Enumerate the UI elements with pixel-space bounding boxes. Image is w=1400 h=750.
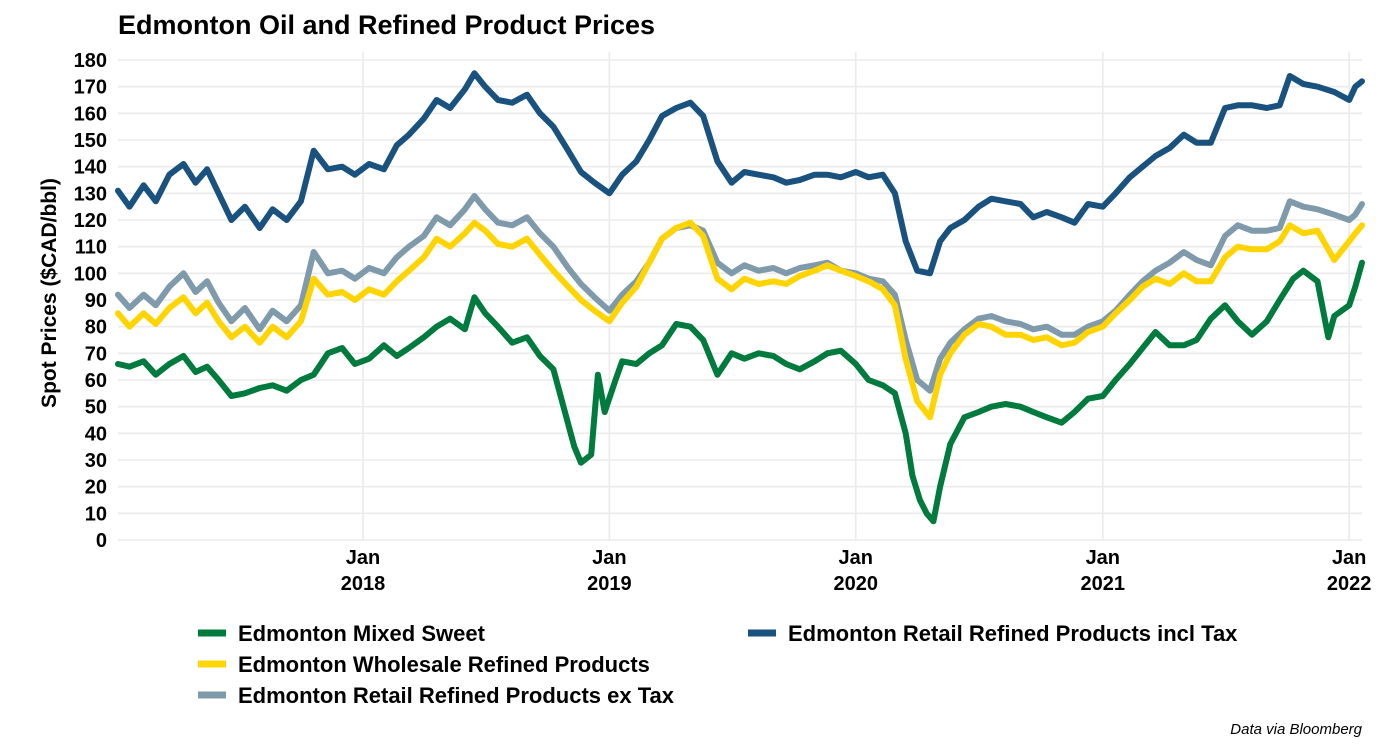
y-tick-label: 20 [85, 477, 107, 499]
legend-item-edmonton-retail-refined-products-incl-tax: Edmonton Retail Refined Products incl Ta… [748, 621, 1238, 646]
series-line-edmonton-retail-refined-products-incl-tax [115, 70, 1365, 277]
series-line-edmonton-mixed-sweet [115, 259, 1365, 525]
x-tick-year-label: 2021 [1081, 573, 1126, 595]
x-tick-month-label: Jan [346, 547, 380, 569]
x-tick-year-label: 2022 [1327, 573, 1372, 595]
y-tick-label: 90 [85, 290, 107, 312]
y-axis-ticks: 0 10 20 30 40 50 60 70 80 90 100 110 120 130 140 150 160… [74, 50, 107, 552]
y-tick-label: 10 [85, 503, 107, 525]
x-tick-month-label: Jan [592, 547, 626, 569]
y-tick-label: 110 [75, 237, 107, 259]
y-tick-label: 150 [74, 130, 107, 152]
x-tick-year-label: 2019 [587, 573, 632, 595]
series-line-edmonton-retail-refined-products-ex-tax [115, 193, 1365, 394]
series-line-edmonton-wholesale-refined-products [115, 219, 1365, 421]
y-tick-label: 50 [85, 397, 107, 419]
legend-item-edmonton-retail-refined-products-ex-tax: Edmonton Retail Refined Products ex Tax [198, 683, 675, 708]
x-tick-month-label: Jan [839, 547, 873, 569]
x-tick-month-label: Jan [1086, 547, 1120, 569]
chart-title: Edmonton Oil and Refined Product Prices [118, 10, 655, 40]
y-axis-label: Spot Prices ($CAD/bbl) [38, 178, 61, 408]
y-tick-label: 170 [74, 77, 107, 99]
legend: Edmonton Mixed Sweet Edmonton Wholesale R… [198, 621, 1238, 708]
legend-item-edmonton-wholesale-refined-products: Edmonton Wholesale Refined Products [198, 652, 650, 677]
y-tick-label: 120 [74, 210, 107, 232]
x-tick-month-label: Jan [1332, 547, 1366, 569]
source-caption: Data via Bloomberg [1230, 721, 1362, 738]
y-tick-label: 160 [74, 103, 107, 125]
legend-label: Edmonton Retail Refined Products incl Ta… [788, 621, 1238, 646]
y-tick-label: 180 [74, 50, 107, 72]
legend-item-edmonton-mixed-sweet: Edmonton Mixed Sweet [198, 621, 486, 646]
y-tick-label: 100 [74, 263, 107, 285]
x-axis-ticks: Jan 2018 Jan 2019 Jan 2020 Jan 2021 Jan 2022 [341, 547, 1372, 595]
y-tick-label: 140 [74, 157, 107, 179]
y-tick-label: 60 [85, 370, 107, 392]
x-tick-year-label: 2018 [341, 573, 386, 595]
y-tick-label: 30 [85, 450, 107, 472]
x-tick-year-label: 2020 [834, 573, 879, 595]
y-tick-label: 80 [85, 317, 107, 339]
y-tick-label: 130 [74, 183, 107, 205]
y-tick-label: 70 [85, 343, 107, 365]
series-lines [115, 70, 1365, 525]
legend-label: Edmonton Retail Refined Products ex Tax [238, 683, 675, 708]
y-tick-label: 40 [85, 423, 107, 445]
legend-label: Edmonton Wholesale Refined Products [238, 652, 650, 677]
y-tick-label: 0 [96, 530, 107, 552]
legend-label: Edmonton Mixed Sweet [238, 621, 486, 646]
